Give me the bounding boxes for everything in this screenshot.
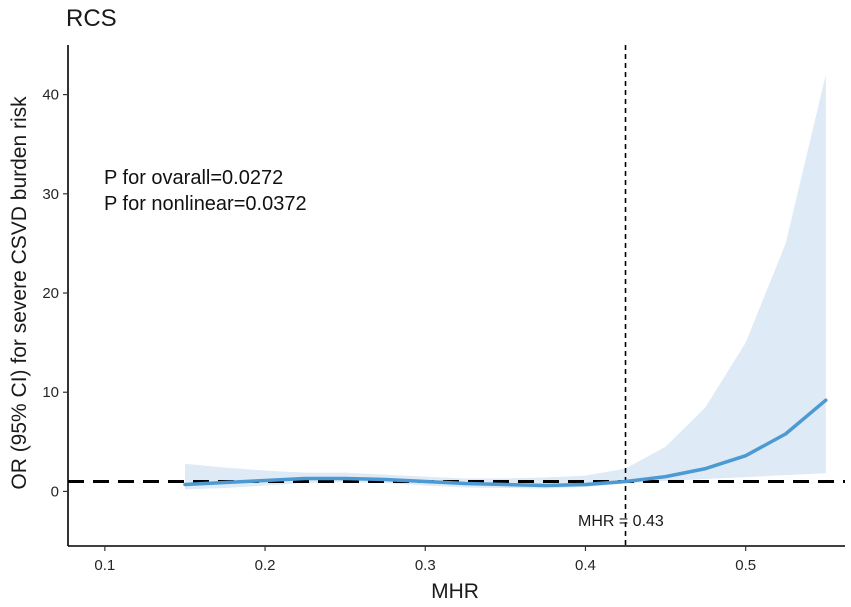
p-nonlinear-annotation: P for nonlinear=0.0372 [104,193,307,215]
x-tick-label: 0.1 [94,557,115,574]
y-tick-label: 40 [42,87,59,104]
plot-area [68,45,845,546]
x-tick-label: 0.2 [255,557,276,574]
y-axis-ticks: 0 10 20 30 40 [42,87,68,500]
y-tick-label: 20 [42,285,59,302]
y-tick-label: 0 [51,483,59,500]
or-curve [183,398,828,488]
y-tick-label: 10 [42,384,59,401]
mhr-reference-label: MHR = 0.43 [578,513,664,530]
y-axis-title: OR (95% CI) for severe CSVD burden risk [8,96,31,490]
x-axis-title: MHR [431,580,479,603]
chart-title: RCS [66,5,117,32]
x-tick-label: 0.4 [575,557,596,574]
y-tick-label: 30 [42,186,59,203]
x-axis-ticks: 0.1 0.2 0.3 0.4 0.5 [94,546,756,574]
p-overall-annotation: P for ovarall=0.0272 [104,167,283,189]
confidence-band [185,74,826,490]
x-tick-label: 0.3 [415,557,436,574]
x-tick-label: 0.5 [735,557,756,574]
